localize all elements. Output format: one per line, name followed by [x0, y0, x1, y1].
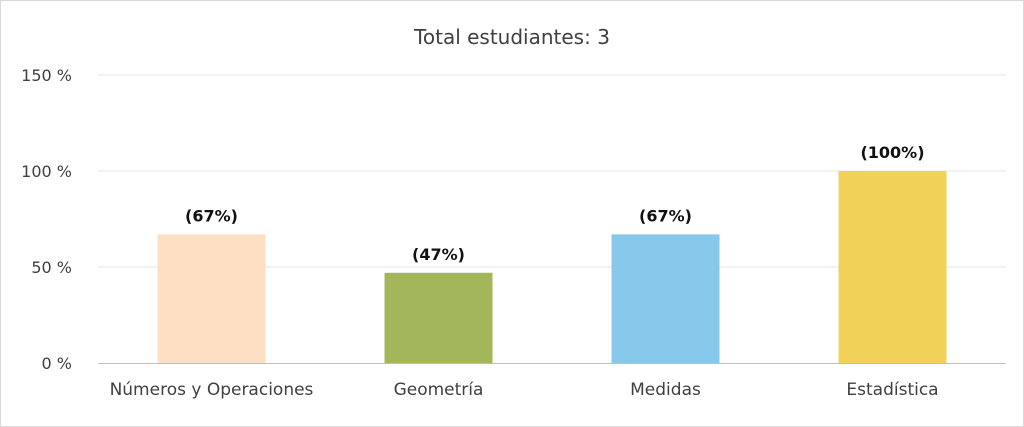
bars	[157, 171, 947, 363]
x-tick-label: Números y Operaciones	[110, 380, 314, 400]
bar	[611, 234, 720, 363]
y-tick-label: 50 %	[31, 258, 72, 277]
y-tick-label: 150 %	[21, 66, 72, 85]
x-tick-label: Geometría	[394, 380, 484, 400]
x-tick-label: Estadística	[846, 380, 938, 400]
x-tick-label: Medidas	[630, 380, 701, 400]
x-axis-ticks: Números y Operaciones Geometría Medidas Est…	[110, 380, 939, 400]
data-label: (67%)	[639, 206, 692, 225]
data-label: (100%)	[860, 143, 924, 162]
y-tick-label: 100 %	[21, 162, 72, 181]
bar	[384, 272, 493, 363]
data-label: (67%)	[185, 206, 238, 225]
data-labels: (67%) (47%) (67%) (100%)	[185, 143, 924, 264]
y-tick-label: 0 %	[42, 354, 72, 373]
data-label: (47%)	[412, 245, 465, 264]
bar	[157, 234, 266, 363]
chart-title: Total estudiantes: 3	[413, 25, 610, 49]
y-axis-ticks: 0 % 50 % 100 % 150 %	[21, 66, 72, 373]
bar	[838, 171, 947, 363]
